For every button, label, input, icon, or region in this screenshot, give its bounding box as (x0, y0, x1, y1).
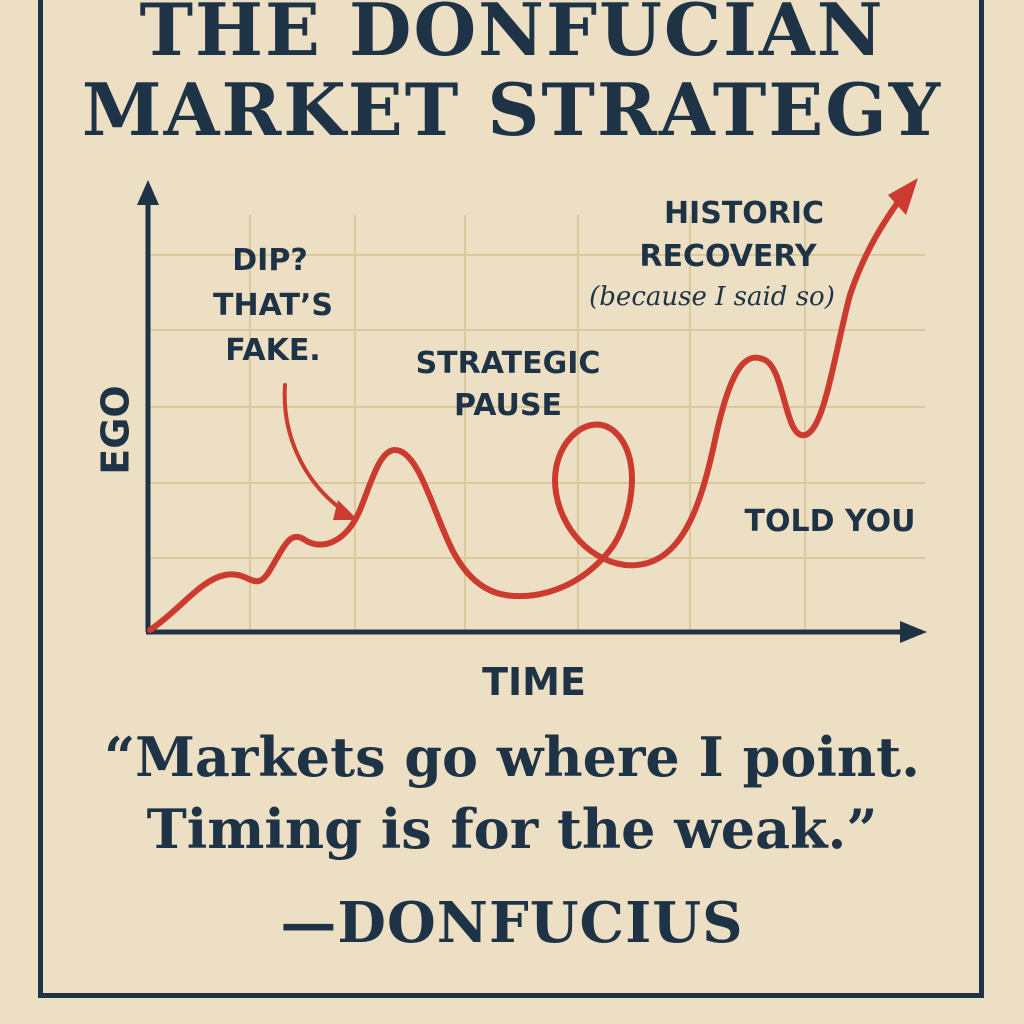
annotation-told-you: TOLD YOU (745, 504, 916, 539)
annotation-dip-line-1: DIP? (232, 243, 307, 278)
title-line-2: MARKET STRATEGY (81, 67, 943, 152)
annotation-pause-line-2: PAUSE (454, 388, 562, 423)
fake-dip-pointer (282, 383, 347, 514)
y-axis-arrow (137, 180, 159, 205)
title-line-1: THE DONFUCIAN (139, 0, 885, 72)
ego-line (147, 192, 906, 633)
grid (148, 215, 925, 630)
annotation-recovery-line-1: HISTORIC (664, 196, 824, 231)
fake-dip-pointer-arrowhead (333, 500, 358, 520)
axes (137, 180, 927, 643)
annotation-recovery-line-2: RECOVERY (639, 239, 817, 274)
x-axis-label: TIME (482, 660, 586, 704)
ego-line-arrowhead (888, 178, 918, 215)
quote-line-2: Timing is for the weak.” (146, 797, 878, 861)
annotation-recovery-note: (because I said so) (589, 282, 835, 312)
poster-frame (38, 0, 984, 998)
annotation-dip-line-3: FAKE. (225, 333, 320, 368)
x-axis-arrow (900, 621, 927, 643)
quote-attribution: —DONFUCIUS (280, 890, 744, 956)
annotation-dip-line-2: THAT’S (213, 288, 333, 323)
y-axis-label: EGO (94, 385, 138, 474)
annotation-pause-line-1: STRATEGIC (416, 346, 601, 381)
quote-line-1: “Markets go where I point. (104, 725, 920, 789)
